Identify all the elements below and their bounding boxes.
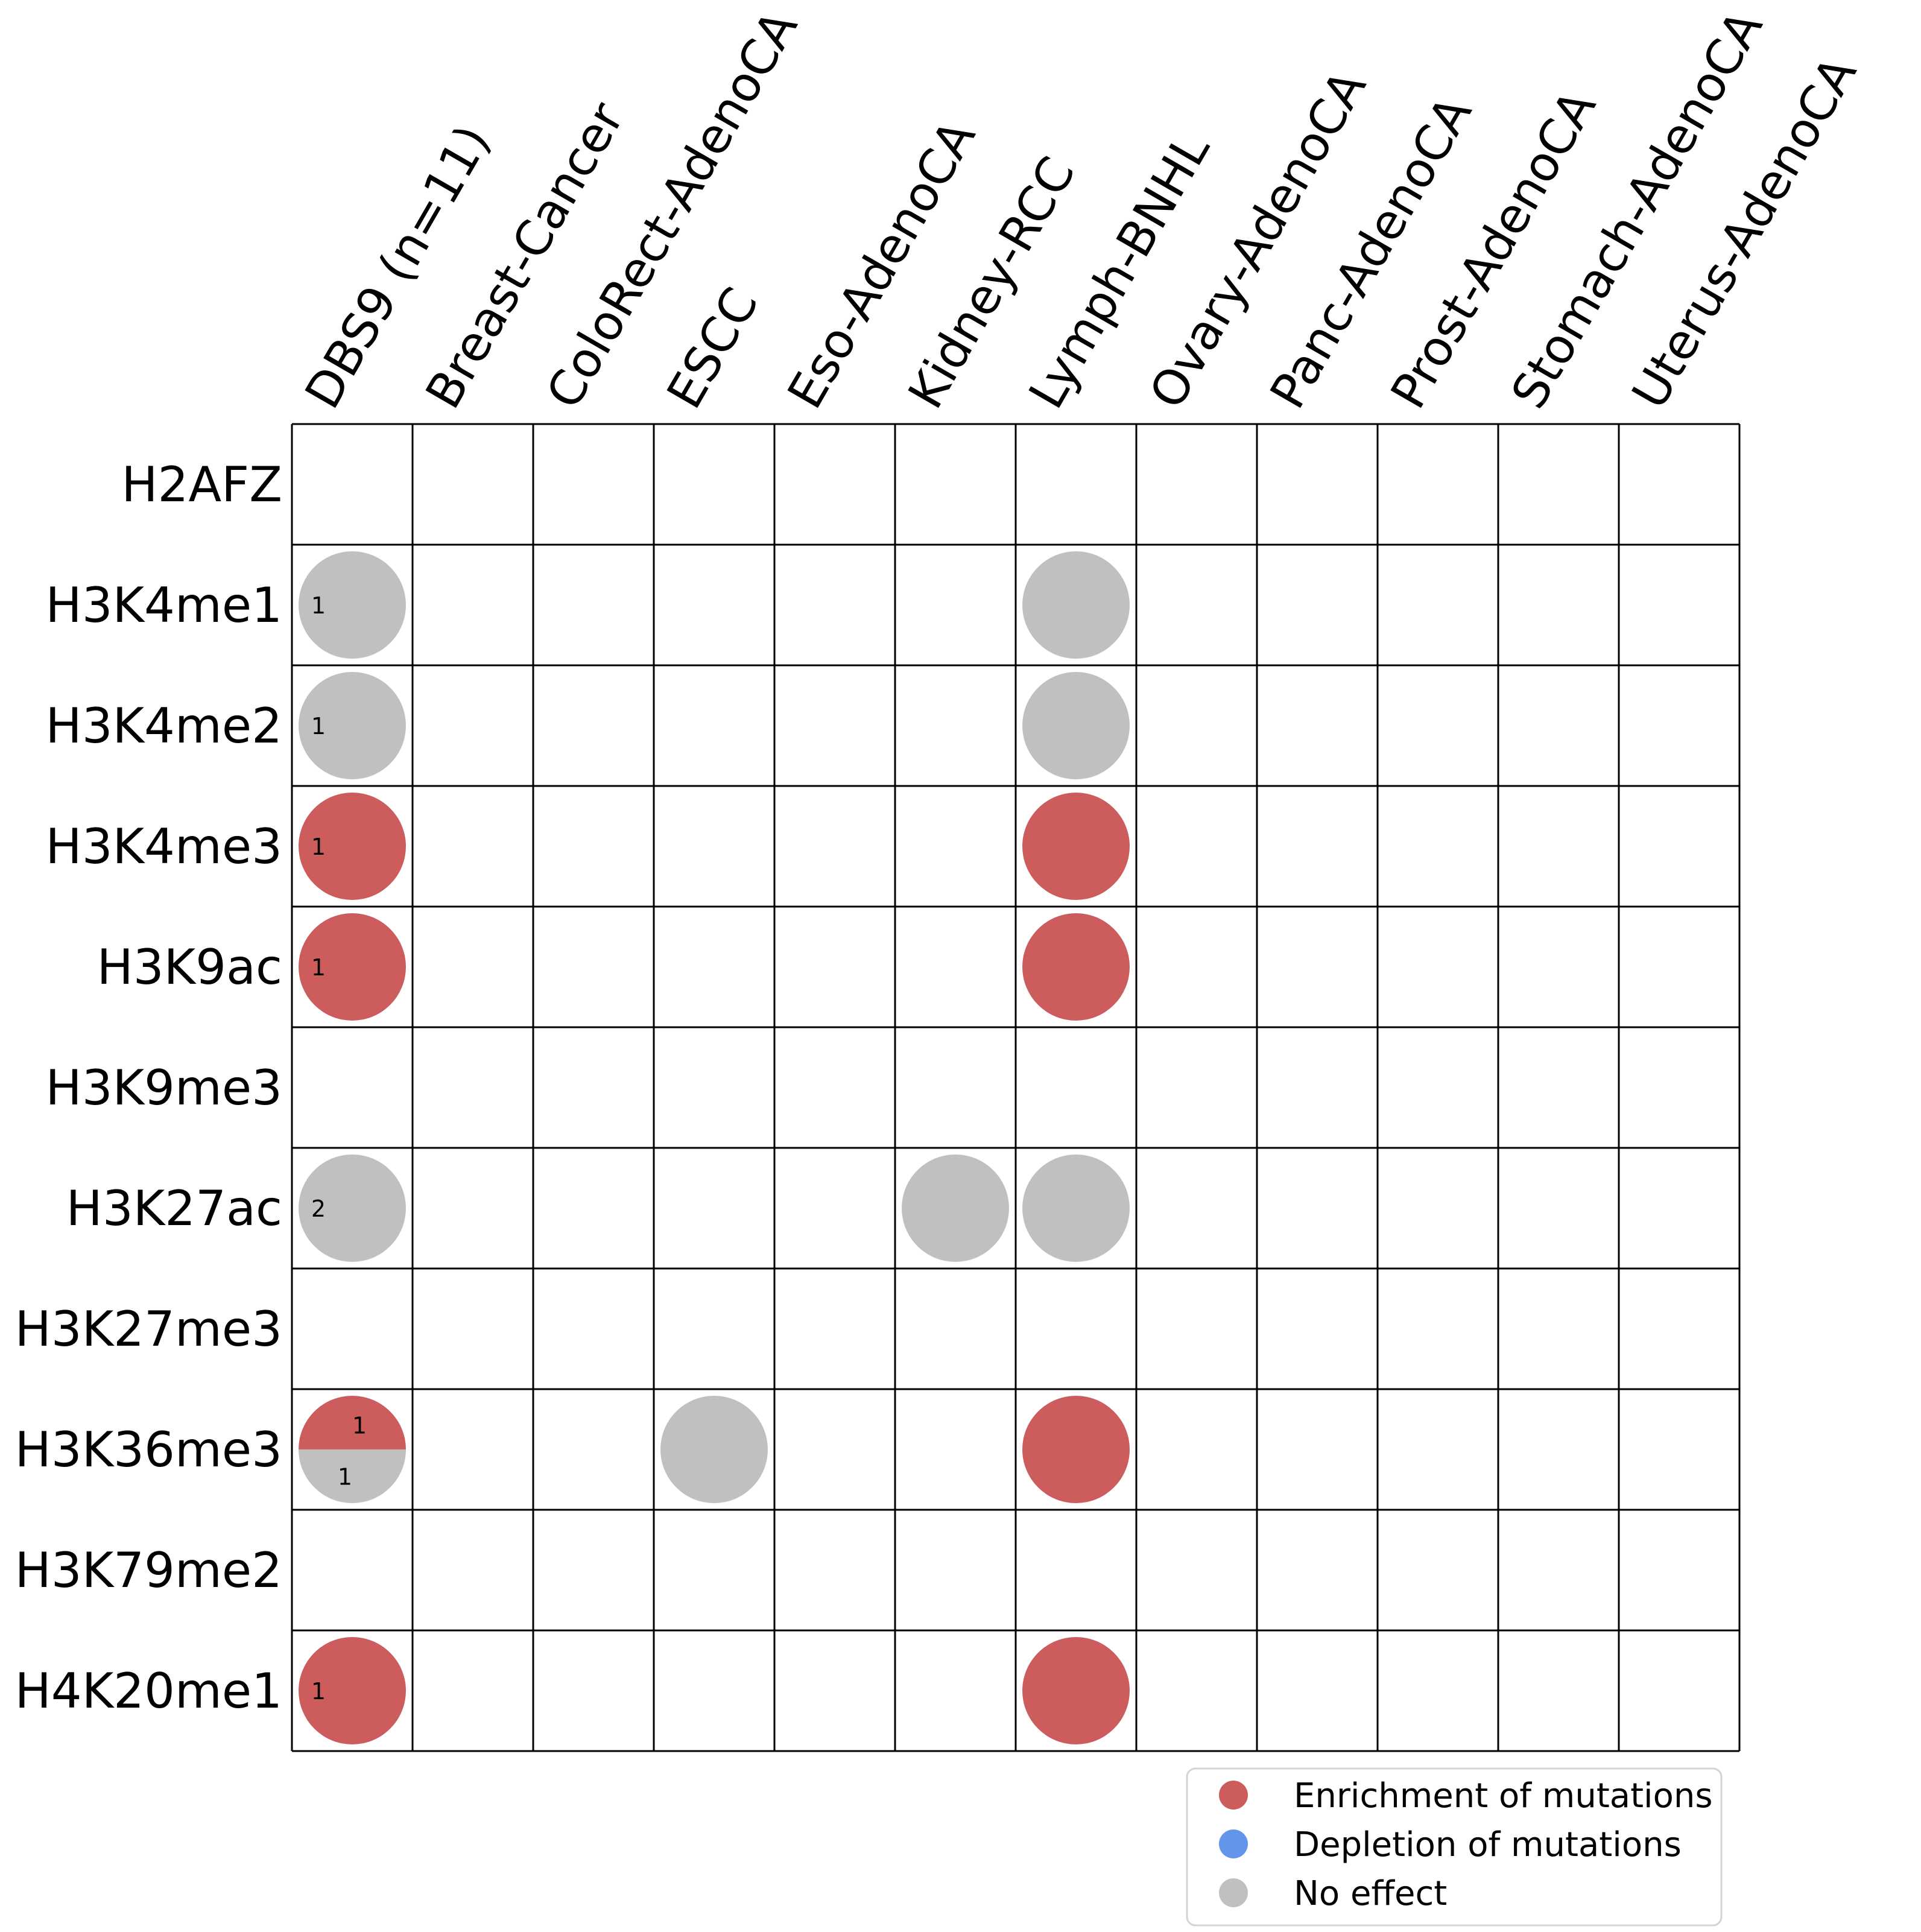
legend-label-depletion: Depletion of mutations xyxy=(1294,1825,1682,1864)
count-label-h3k27ac-dbs9-n-11-no_effect: 2 xyxy=(311,1196,326,1222)
row-label-h3k79me2: H3K79me2 xyxy=(15,1542,282,1598)
legend: Enrichment of mutations Depletion of muta… xyxy=(1186,1767,1723,1927)
marker-h3k36me3-escc xyxy=(660,1396,768,1503)
marker-h3k36me3-dbs9-n-11-no_effect xyxy=(299,1449,406,1503)
marker-h3k27ac-dbs9-n-11-no_effect xyxy=(299,1154,406,1262)
marker-h3k4me2-dbs9-n-11-no_effect xyxy=(299,672,406,779)
count-label-h3k9ac-dbs9-n-11-enrichment: 1 xyxy=(311,954,326,981)
legend-label-no-effect: No effect xyxy=(1294,1874,1447,1913)
count-label-h4k20me1-dbs9-n-11-enrichment: 1 xyxy=(311,1678,326,1705)
row-label-h3k36me3: H3K36me3 xyxy=(15,1422,282,1478)
column-label-escc: ESCC xyxy=(656,278,769,417)
count-label-h3k4me2-dbs9-n-11-no_effect: 1 xyxy=(311,713,326,740)
marker-h4k20me1-dbs9-n-11-enrichment xyxy=(299,1637,406,1744)
marker-h3k4me2-lymph-bnhl xyxy=(1022,672,1130,779)
marker-h3k9ac-lymph-bnhl xyxy=(1022,913,1130,1021)
column-label-uterus-adenoca: Uterus-AdenoCA xyxy=(1621,47,1867,417)
row-label-h3k27ac: H3K27ac xyxy=(66,1180,282,1237)
marker-h3k4me1-dbs9-n-11-no_effect xyxy=(299,551,406,659)
marker-h3k27ac-lymph-bnhl xyxy=(1022,1154,1130,1262)
column-label-ovary-adenoca: Ovary-AdenoCA xyxy=(1139,61,1377,417)
marker-h3k4me3-lymph-bnhl xyxy=(1022,793,1130,900)
marker-h3k36me3-dbs9-n-11-enrichment xyxy=(299,1396,406,1449)
marker-h3k27ac-kidney-rcc xyxy=(902,1154,1009,1262)
row-labels: H2AFZ H3K4me1 H3K4me2 H3K4me3 H3K9ac H3K9me3 H… xyxy=(15,457,282,1719)
legend-swatch-enrichment xyxy=(1219,1781,1248,1810)
row-label-h3k9ac: H3K9ac xyxy=(97,939,282,995)
marker-h3k9ac-dbs9-n-11-enrichment xyxy=(299,913,406,1021)
legend-label-enrichment: Enrichment of mutations xyxy=(1294,1776,1713,1816)
marker-h3k4me1-lymph-bnhl xyxy=(1022,551,1130,659)
count-label-h3k36me3-dbs9-n-11-enrichment: 1 xyxy=(352,1413,367,1439)
legend-items: Enrichment of mutations Depletion of muta… xyxy=(1219,1776,1713,1913)
legend-swatch-depletion xyxy=(1219,1829,1248,1858)
column-labels: DBS9 (n=11)Breast-CancerColoRect-AdenoCA… xyxy=(294,1,1867,418)
count-label-h3k4me3-dbs9-n-11-enrichment: 1 xyxy=(311,834,326,860)
row-label-h3k4me3: H3K4me3 xyxy=(46,819,282,875)
row-label-h2afz: H2AFZ xyxy=(121,457,282,513)
row-label-h3k4me1: H3K4me1 xyxy=(46,577,282,633)
legend-swatch-no-effect xyxy=(1219,1878,1248,1907)
row-label-h4k20me1: H4K20me1 xyxy=(15,1663,282,1719)
marker-h4k20me1-lymph-bnhl xyxy=(1022,1637,1130,1744)
row-label-h3k27me3: H3K27me3 xyxy=(15,1301,282,1357)
legend-frame xyxy=(1186,1767,1723,1927)
marker-h3k4me3-dbs9-n-11-enrichment xyxy=(299,793,406,900)
grid-lines xyxy=(291,423,1741,1752)
count-label-h3k4me1-dbs9-n-11-no_effect: 1 xyxy=(311,592,326,619)
marker-h3k36me3-lymph-bnhl xyxy=(1022,1396,1130,1503)
count-label-h3k36me3-dbs9-n-11-no_effect: 1 xyxy=(338,1464,352,1490)
row-label-h3k9me3: H3K9me3 xyxy=(46,1060,282,1116)
row-label-h3k4me2: H3K4me2 xyxy=(46,698,282,754)
